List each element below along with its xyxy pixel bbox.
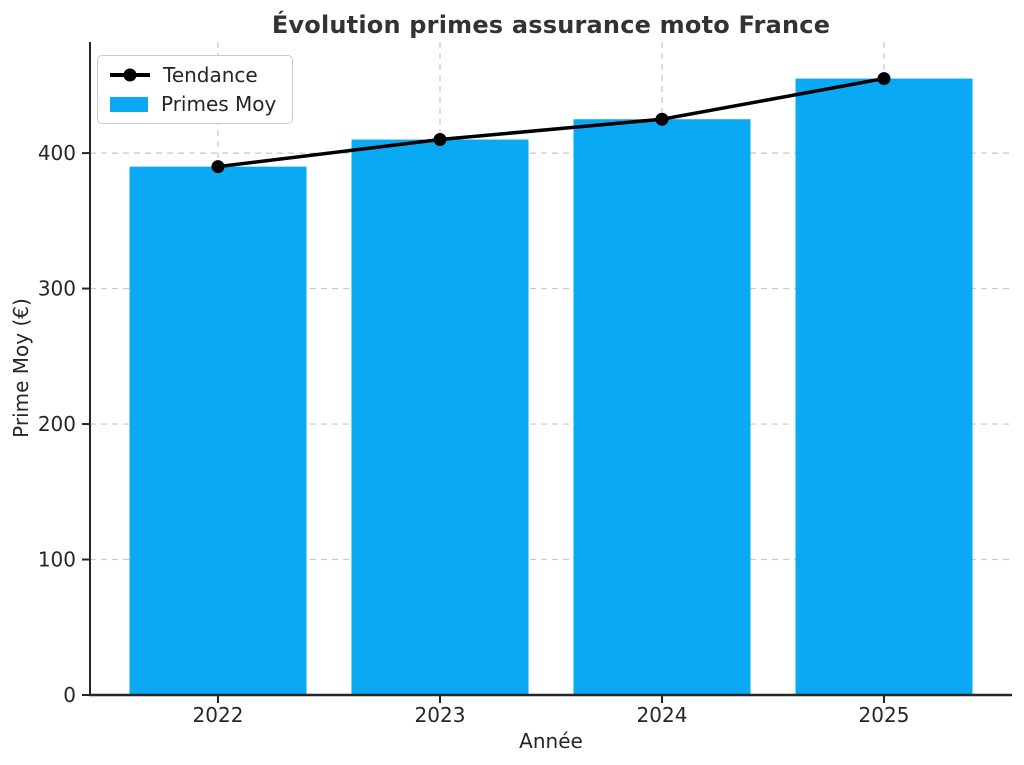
x-tick-label: 2025 <box>859 703 910 727</box>
bar-swatch-icon <box>110 96 148 112</box>
y-axis-label: Prime Moy (€) <box>9 298 33 438</box>
legend-label-primes-moy: Primes Moy <box>161 92 277 116</box>
x-tick-label: 2023 <box>415 703 466 727</box>
marker-2025 <box>877 72 891 86</box>
legend: Tendance Primes Moy <box>97 55 294 124</box>
marker-2024 <box>655 112 669 126</box>
bar-2022 <box>129 166 307 695</box>
y-tick-label: 0 <box>63 683 76 707</box>
chart-title: Évolution primes assurance moto France <box>271 11 831 39</box>
x-tick-label: 2024 <box>637 703 688 727</box>
marker-2023 <box>433 133 447 147</box>
x-axis-label: Année <box>519 729 583 753</box>
line-marker-icon <box>110 68 150 82</box>
bar-2023 <box>351 139 529 695</box>
marker-dot-icon <box>123 68 137 82</box>
bar-2025 <box>795 78 973 695</box>
y-tick-label: 200 <box>38 412 76 436</box>
y-tick-label: 100 <box>38 548 76 572</box>
marker-2022 <box>211 160 225 174</box>
legend-label-tendance: Tendance <box>163 63 258 87</box>
x-tick-label: 2022 <box>193 703 244 727</box>
bar-2024 <box>573 119 751 696</box>
y-tick-label: 300 <box>38 277 76 301</box>
legend-item-primes-moy: Primes Moy <box>110 92 276 116</box>
y-tick-label: 400 <box>38 141 76 165</box>
trend-line <box>216 76 886 169</box>
legend-item-tendance: Tendance <box>110 63 276 87</box>
